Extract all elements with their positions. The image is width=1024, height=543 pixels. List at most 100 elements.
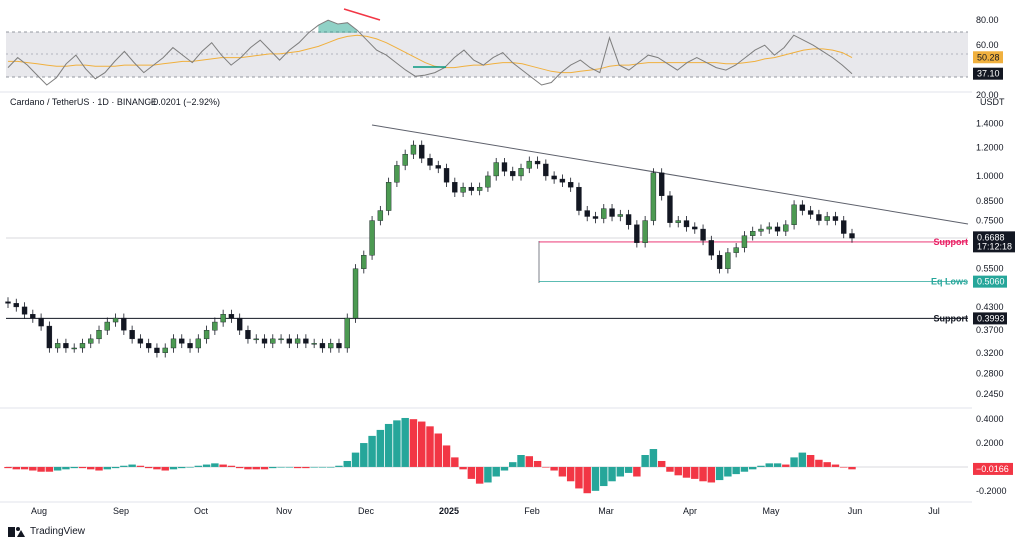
oscillator-bar: [682, 466, 691, 478]
candle-body: [71, 347, 77, 350]
oscillator-bar: [153, 466, 161, 470]
oscillator-bar: [302, 466, 310, 469]
oscillator-tick-label: -0.2000: [976, 486, 1007, 496]
candle-body: [559, 178, 566, 183]
candle-body: [328, 343, 334, 349]
bar-countdown-label: 17:12:18: [977, 241, 1012, 251]
oscillator-bar: [269, 466, 277, 469]
oscillator-bar: [103, 466, 112, 470]
oscillator-bar: [566, 466, 575, 482]
candle-body: [725, 252, 731, 269]
rsi-badges: 50.28 37.10: [973, 51, 1003, 80]
level-badge-label: 0.5060: [977, 277, 1005, 287]
oscillator-bar: [484, 466, 492, 483]
candle-body: [361, 254, 367, 269]
trendline-descending[interactable]: [371, 124, 969, 225]
candle-body: [791, 204, 797, 225]
candle-body: [501, 162, 508, 172]
candle-body: [716, 254, 723, 269]
candle-body: [667, 195, 673, 223]
candle-body: [245, 330, 251, 340]
time-tick-label: Dec: [358, 506, 375, 516]
rsi-divergence-line-bearish: [343, 8, 381, 21]
oscillator-bar: [641, 455, 649, 467]
candle-body: [427, 158, 433, 166]
price-axis[interactable]: 1.4000 1.2000 1.0000 0.8500 0.7500 0.5500 0.43…: [976, 119, 1004, 399]
oscillator-bar: [467, 466, 476, 479]
oscillator-bar: [699, 466, 707, 482]
level-label: Support: [934, 313, 969, 323]
candle-body: [650, 172, 657, 221]
candle-body: [708, 240, 715, 256]
candle-body: [841, 220, 847, 234]
oscillator-bar: [384, 423, 393, 467]
oscillator-bar: [161, 466, 169, 471]
oscillator-bar: [649, 449, 658, 467]
oscillator-bar: [20, 466, 29, 470]
oscillator-bar: [202, 464, 211, 467]
candle-body: [733, 247, 739, 253]
oscillator-bar: [78, 466, 87, 469]
oscillator-bar: [227, 465, 236, 467]
candle-body: [476, 186, 483, 191]
oscillator-bar: [765, 463, 773, 467]
level-label: Support: [934, 237, 969, 247]
candle-body: [750, 231, 756, 236]
candle-body: [510, 171, 516, 177]
oscillator-bar: [773, 463, 782, 467]
rsi-pane: 80.00 60.00 20.00 50.28 37.10: [6, 8, 1003, 100]
candle-body: [824, 216, 830, 221]
oscillator-bar: [715, 466, 724, 481]
oscillator-bar: [442, 445, 451, 467]
oscillator-bar: [144, 466, 153, 469]
candle-body: [692, 226, 698, 230]
time-axis[interactable]: Aug Sep Oct Nov Dec 2025 Feb Mar Apr May Jun Jul: [31, 506, 940, 516]
rsi-line: [7, 19, 853, 86]
oscillator-bar: [815, 459, 823, 467]
oscillator-bar: [426, 426, 434, 467]
candle-body: [286, 338, 293, 344]
candle-body: [634, 224, 640, 243]
candle-body: [832, 216, 839, 221]
candle-body: [816, 214, 822, 221]
price-tick-label: 0.2450: [976, 389, 1004, 399]
tradingview-brand[interactable]: TradingView: [8, 526, 85, 537]
candle-body: [659, 172, 665, 196]
candle-body: [377, 210, 384, 221]
oscillator-bar: [29, 466, 37, 471]
rsi-value-label: 50.28: [977, 52, 1000, 62]
oscillator-bar: [360, 443, 368, 467]
level-label: Eq Lows: [931, 277, 968, 287]
oscillator-bar: [732, 466, 740, 475]
candle-body: [311, 343, 317, 345]
candle-body: [460, 186, 466, 193]
oscillator-bar: [186, 466, 194, 468]
candle-body: [369, 220, 375, 256]
oscillator-bar: [260, 466, 269, 470]
candle-body: [683, 220, 690, 228]
oscillator-bar: [95, 466, 103, 471]
oscillator-bar: [136, 465, 145, 467]
price-tick-label: 0.4300: [976, 302, 1004, 312]
time-tick-label: Jun: [848, 506, 863, 516]
candle-body: [203, 330, 210, 340]
horizontal-levels[interactable]: Support Eq Lows Support: [6, 237, 968, 323]
candle-body: [534, 160, 541, 165]
oscillator-bar: [633, 466, 641, 477]
candle-body: [485, 175, 491, 188]
candle-body: [419, 144, 425, 159]
price-tick-label: 0.7500: [976, 216, 1004, 226]
oscillator-badge: −0.0166: [973, 462, 1013, 475]
candle-body: [88, 338, 94, 344]
oscillator-bar: [128, 464, 136, 467]
oscillator-bar: [616, 466, 625, 477]
oscillator-bar: [4, 466, 12, 469]
time-tick-label: Oct: [194, 506, 209, 516]
price-tick-label: 0.2800: [976, 368, 1004, 378]
candle-body: [220, 314, 226, 323]
candle-body: [303, 338, 309, 344]
oscillator-bar: [169, 466, 178, 470]
oscillator-bar: [591, 466, 600, 491]
oscillator-bar: [318, 466, 327, 468]
